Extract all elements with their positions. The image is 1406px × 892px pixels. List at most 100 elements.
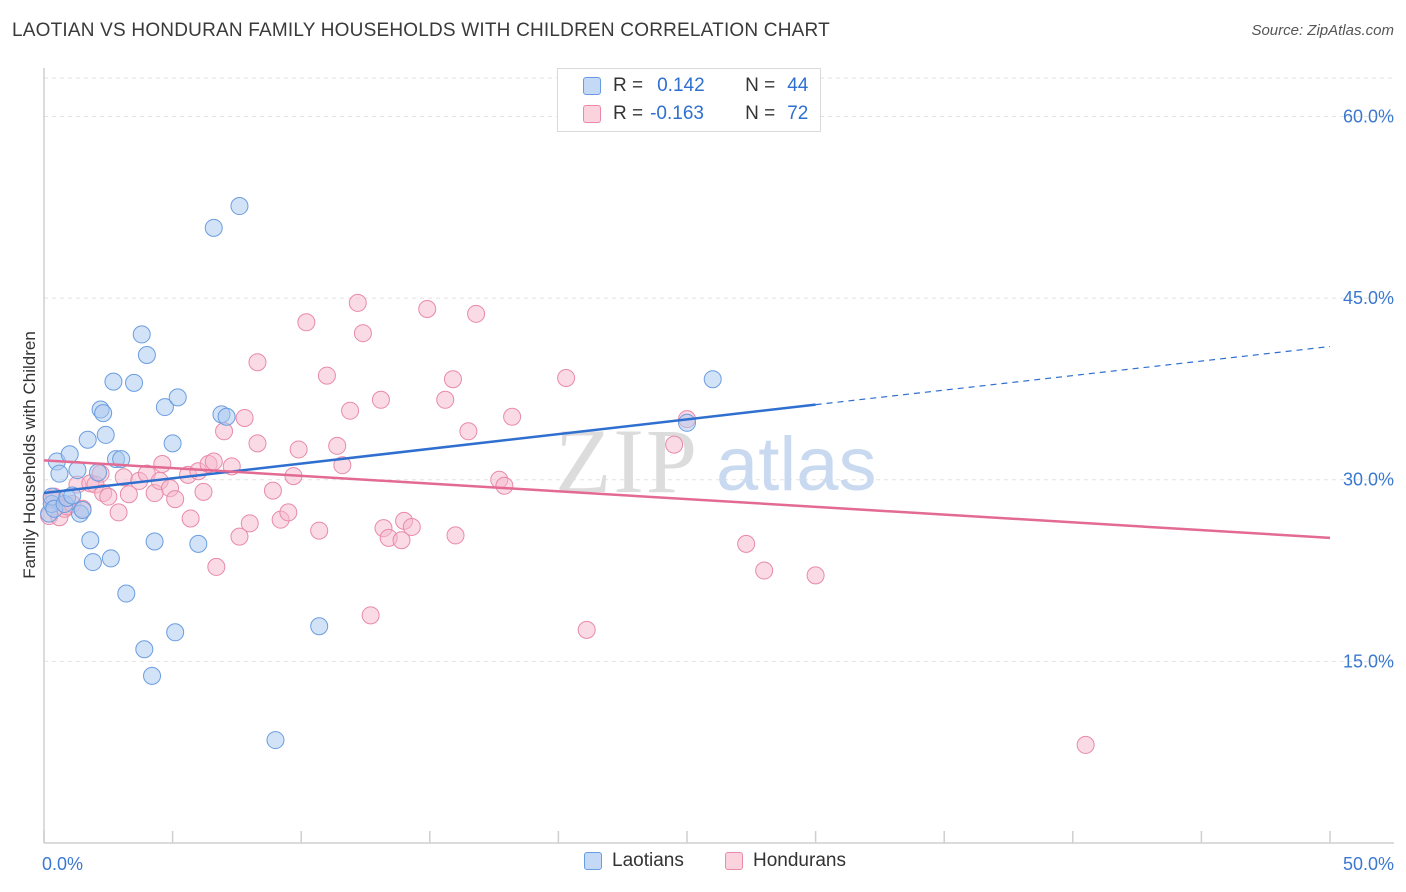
trend-lines <box>43 345 1331 540</box>
honduran-point <box>99 487 118 506</box>
laotian-point <box>155 398 174 417</box>
laotian-point <box>266 731 285 750</box>
laotian-point <box>96 425 115 444</box>
honduran-point <box>240 514 259 533</box>
n-label: N = <box>745 103 776 124</box>
honduran-point <box>341 401 360 420</box>
laotian-point <box>678 413 696 432</box>
r-label: R = <box>613 75 644 96</box>
honduran-point <box>418 299 437 318</box>
honduran-point <box>166 490 185 509</box>
n-label: N = <box>745 75 776 96</box>
laotian-point <box>68 461 87 480</box>
source-label: Source: ZipAtlas.com <box>1251 22 1394 39</box>
honduran-point <box>333 456 352 475</box>
laotians-swatch <box>583 77 601 95</box>
tick-labels: 15.0% 30.0% 45.0% 60.0% 0.0% 50.0% <box>42 106 1394 874</box>
honduran-point <box>467 304 486 323</box>
honduran-point <box>119 485 138 504</box>
honduran-point <box>1076 735 1095 754</box>
hondurans-swatch <box>583 105 601 123</box>
honduran-point <box>194 482 213 501</box>
laotian-point <box>135 640 154 659</box>
honduran-point <box>371 390 390 409</box>
axes <box>43 68 1394 844</box>
laotian-point <box>168 388 187 407</box>
legend-row-laotians: R = 0.142 N = 44 <box>583 73 808 99</box>
laotian-point <box>125 373 144 392</box>
honduran-point <box>446 526 465 545</box>
honduran-point <box>248 353 267 372</box>
laotian-point <box>145 532 164 551</box>
laotians-swatch <box>584 852 602 870</box>
laotian-point <box>166 623 185 642</box>
honduran-point <box>310 521 329 540</box>
r-label: R = <box>613 103 644 124</box>
laotian-point <box>78 430 97 449</box>
honduran-point <box>181 509 200 528</box>
watermark: ZIP atlas <box>555 410 877 512</box>
legend-row-hondurans: R = -0.163 N = 72 <box>583 101 808 127</box>
honduran-point <box>235 408 254 427</box>
laotian-point <box>89 463 108 482</box>
y-tick-label: 45.0% <box>1343 288 1394 308</box>
honduran-point <box>153 454 172 473</box>
chart-title: LAOTIAN VS HONDURAN FAMILY HOUSEHOLDS WI… <box>12 20 830 41</box>
honduran-point <box>289 440 308 459</box>
honduran-point <box>402 517 421 536</box>
grid-lines <box>44 77 1394 662</box>
honduran-point <box>279 503 298 522</box>
n-value: 44 <box>787 75 809 96</box>
laotian-point <box>143 666 162 685</box>
n-value: 72 <box>787 103 809 124</box>
honduran-point <box>328 436 347 455</box>
honduran-point <box>207 557 226 576</box>
watermark-atlas: atlas <box>716 422 877 507</box>
laotian-point <box>104 372 123 391</box>
honduran-point <box>577 620 596 639</box>
legend-item-laotians: Laotians <box>584 850 684 872</box>
honduran-point <box>503 407 522 426</box>
honduran-point <box>443 370 462 389</box>
honduran-point <box>806 566 825 585</box>
laotian-point <box>204 218 223 237</box>
hondurans-trend-line <box>43 459 1331 540</box>
laotian-point <box>83 553 102 572</box>
laotian-point <box>217 407 236 426</box>
laotian-point <box>137 345 156 364</box>
laotian-point <box>60 445 79 464</box>
honduran-point <box>248 434 267 453</box>
honduran-point <box>459 422 478 441</box>
y-tick-label: 30.0% <box>1343 470 1394 490</box>
honduran-point <box>737 534 756 553</box>
laotian-point <box>163 434 182 453</box>
laotian-point <box>50 464 69 483</box>
honduran-point <box>317 366 336 385</box>
legend-label-hondurans: Hondurans <box>753 850 846 871</box>
honduran-point <box>665 435 684 454</box>
honduran-point <box>495 476 514 495</box>
r-value: 0.142 <box>657 75 705 96</box>
laotian-point <box>132 325 151 344</box>
laotians-trend-extension <box>815 345 1331 406</box>
honduran-point <box>263 481 282 500</box>
laotian-point <box>189 534 208 553</box>
honduran-point <box>353 324 372 343</box>
y-tick-label: 15.0% <box>1343 651 1394 671</box>
laotian-point <box>94 404 113 423</box>
laotian-point <box>310 617 329 636</box>
honduran-point <box>230 527 249 546</box>
laotian-point <box>101 549 120 568</box>
laotian-point <box>703 370 722 389</box>
hondurans-swatch <box>725 852 743 870</box>
legend-label-laotians: Laotians <box>612 850 684 871</box>
honduran-point <box>348 293 367 312</box>
laotian-point <box>117 584 136 603</box>
laotian-point <box>81 531 100 550</box>
y-tick-label: 60.0% <box>1343 106 1394 126</box>
x-tick-label: 0.0% <box>42 854 83 874</box>
honduran-point <box>392 531 411 550</box>
legend-item-hondurans: Hondurans <box>725 850 846 872</box>
laotian-point <box>230 197 249 216</box>
